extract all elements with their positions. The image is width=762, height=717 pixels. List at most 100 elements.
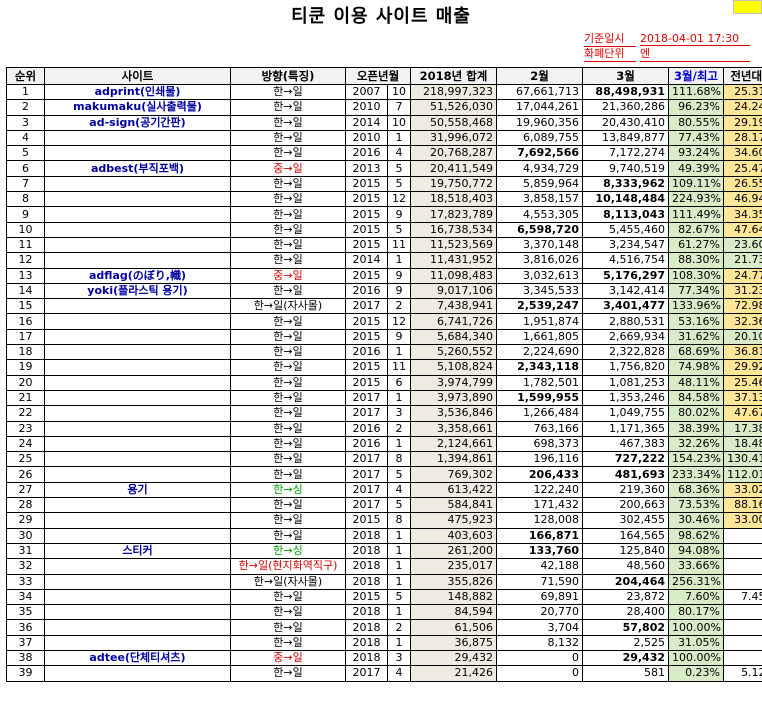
row-direction[interactable]: 한→일 xyxy=(230,405,346,422)
row-yoy[interactable]: 47.67% xyxy=(723,405,762,422)
row-total[interactable]: 5,108,824 xyxy=(410,359,498,376)
row-open-year[interactable]: 2015 xyxy=(345,512,388,529)
row-feb[interactable]: 19,960,356 xyxy=(496,114,584,131)
row-site[interactable] xyxy=(44,206,231,223)
row-feb[interactable]: 42,188 xyxy=(496,558,584,575)
header-rank[interactable]: 순위 xyxy=(6,67,45,85)
row-open-year[interactable]: 2018 xyxy=(345,604,388,621)
row-ratio[interactable]: 77.43% xyxy=(668,129,725,147)
header-yoy[interactable]: 전년대비 xyxy=(723,67,762,85)
row-rank[interactable]: 32 xyxy=(6,558,45,575)
row-ratio[interactable]: 80.55% xyxy=(668,114,725,131)
row-direction[interactable]: 중→일 xyxy=(230,160,346,177)
row-total[interactable]: 2,124,661 xyxy=(410,435,498,453)
row-site[interactable]: makumaku(실사출력물) xyxy=(44,99,231,116)
row-open-year[interactable]: 2014 xyxy=(345,252,388,269)
row-feb[interactable]: 0 xyxy=(496,665,584,682)
row-feb[interactable]: 2,539,247 xyxy=(496,298,584,315)
row-rank[interactable]: 12 xyxy=(6,252,45,269)
row-feb[interactable]: 3,816,026 xyxy=(496,252,584,269)
row-direction[interactable]: 한→일 xyxy=(230,420,346,437)
row-rank[interactable]: 3 xyxy=(6,114,45,131)
row-rank[interactable]: 36 xyxy=(6,619,45,636)
row-open-year[interactable]: 2017 xyxy=(345,298,388,315)
row-total[interactable]: 3,536,846 xyxy=(410,405,498,422)
row-site[interactable] xyxy=(44,221,231,238)
row-rank[interactable]: 34 xyxy=(6,588,45,606)
row-open-month[interactable]: 7 xyxy=(386,99,412,116)
row-mar[interactable]: 48,560 xyxy=(582,558,670,575)
row-open-year[interactable]: 2015 xyxy=(345,588,388,606)
row-direction[interactable]: 한→일 xyxy=(230,497,346,514)
row-open-month[interactable]: 4 xyxy=(386,145,412,162)
header-open[interactable]: 오픈년월 xyxy=(344,67,412,85)
row-total[interactable]: 29,432 xyxy=(410,649,498,667)
row-total[interactable]: 18,518,403 xyxy=(410,191,498,208)
row-ratio[interactable]: 93.24% xyxy=(668,145,725,162)
row-mar[interactable]: 3,401,477 xyxy=(582,298,670,315)
row-yoy[interactable]: 47.64% xyxy=(723,221,762,238)
row-rank[interactable]: 21 xyxy=(6,389,45,407)
row-mar[interactable]: 57,802 xyxy=(582,619,670,636)
header-direction[interactable]: 방향(특징) xyxy=(230,67,346,85)
row-mar[interactable]: 2,322,828 xyxy=(582,344,670,361)
row-rank[interactable]: 1 xyxy=(6,83,45,101)
header-feb[interactable]: 2월 xyxy=(496,67,584,85)
row-ratio[interactable]: 94.08% xyxy=(668,542,725,560)
row-ratio[interactable]: 74.98% xyxy=(668,359,725,376)
row-open-year[interactable]: 2016 xyxy=(345,435,388,453)
row-site[interactable] xyxy=(44,558,231,575)
row-mar[interactable]: 21,360,286 xyxy=(582,99,670,116)
row-total[interactable]: 355,826 xyxy=(410,573,498,590)
row-site[interactable]: 스티커 xyxy=(44,542,231,560)
row-open-month[interactable]: 2 xyxy=(386,298,412,315)
row-open-month[interactable]: 1 xyxy=(386,527,412,544)
row-open-month[interactable]: 9 xyxy=(386,328,412,346)
row-site[interactable]: adflag(のぼり,幟) xyxy=(44,267,231,284)
row-yoy[interactable]: 72.98% xyxy=(723,298,762,315)
row-mar[interactable]: 204,464 xyxy=(582,573,670,590)
row-total[interactable]: 11,431,952 xyxy=(410,252,498,269)
row-rank[interactable]: 13 xyxy=(6,267,45,284)
row-open-month[interactable]: 8 xyxy=(386,512,412,529)
row-mar[interactable]: 8,333,962 xyxy=(582,175,670,193)
row-open-month[interactable]: 6 xyxy=(386,374,412,391)
row-rank[interactable]: 14 xyxy=(6,282,45,300)
row-site[interactable] xyxy=(44,466,231,483)
row-yoy[interactable]: 21.73% xyxy=(723,252,762,269)
row-direction[interactable]: 한→일 xyxy=(230,634,346,651)
row-yoy[interactable] xyxy=(723,542,762,560)
row-ratio[interactable]: 88.30% xyxy=(668,252,725,269)
row-open-month[interactable]: 2 xyxy=(386,420,412,437)
row-site[interactable] xyxy=(44,512,231,529)
row-mar[interactable]: 1,756,820 xyxy=(582,359,670,376)
row-feb[interactable]: 6,598,720 xyxy=(496,221,584,238)
row-direction[interactable]: 한→일 xyxy=(230,604,346,621)
row-open-month[interactable]: 4 xyxy=(386,665,412,682)
row-total[interactable]: 235,017 xyxy=(410,558,498,575)
row-mar[interactable]: 10,148,484 xyxy=(582,191,670,208)
row-open-month[interactable]: 2 xyxy=(386,619,412,636)
row-rank[interactable]: 29 xyxy=(6,512,45,529)
row-feb[interactable]: 122,240 xyxy=(496,481,584,499)
row-feb[interactable]: 67,661,713 xyxy=(496,83,584,101)
row-direction[interactable]: 한→일 xyxy=(230,114,346,131)
row-direction[interactable]: 한→일 xyxy=(230,313,346,330)
row-yoy[interactable]: 130.41% xyxy=(723,451,762,468)
row-open-year[interactable]: 2015 xyxy=(345,221,388,238)
row-ratio[interactable]: 82.67% xyxy=(668,221,725,238)
row-total[interactable]: 1,394,861 xyxy=(410,451,498,468)
row-ratio[interactable]: 32.26% xyxy=(668,435,725,453)
row-open-year[interactable]: 2015 xyxy=(345,359,388,376)
row-feb[interactable]: 2,224,690 xyxy=(496,344,584,361)
row-open-month[interactable]: 5 xyxy=(386,497,412,514)
row-site[interactable] xyxy=(44,604,231,621)
row-site[interactable] xyxy=(44,619,231,636)
row-open-month[interactable]: 1 xyxy=(386,252,412,269)
row-rank[interactable]: 33 xyxy=(6,573,45,590)
row-direction[interactable]: 한→일 xyxy=(230,344,346,361)
row-yoy[interactable]: 25.47% xyxy=(723,160,762,177)
row-total[interactable]: 3,358,661 xyxy=(410,420,498,437)
row-open-year[interactable]: 2015 xyxy=(345,267,388,284)
row-open-year[interactable]: 2015 xyxy=(345,236,388,254)
